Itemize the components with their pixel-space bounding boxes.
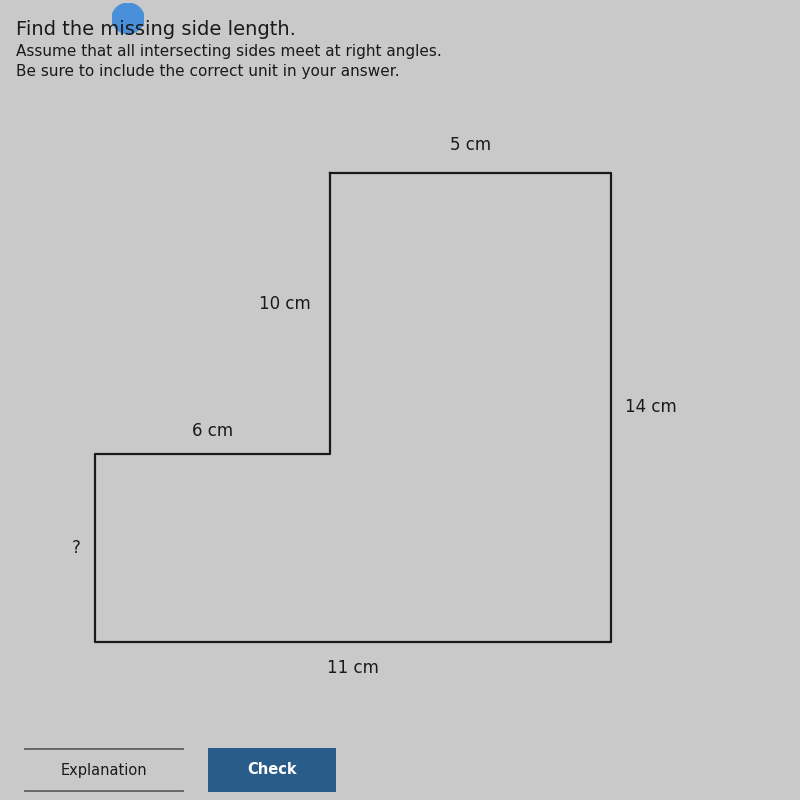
Text: 11 cm: 11 cm — [327, 658, 379, 677]
Circle shape — [112, 3, 144, 34]
Text: 14 cm: 14 cm — [626, 398, 677, 417]
Text: ?: ? — [72, 539, 81, 558]
Text: Check: Check — [247, 762, 297, 778]
Text: Assume that all intersecting sides meet at right angles.: Assume that all intersecting sides meet … — [16, 44, 442, 59]
Text: 10 cm: 10 cm — [259, 295, 311, 314]
Text: 5 cm: 5 cm — [450, 136, 491, 154]
Text: Be sure to include the correct unit in your answer.: Be sure to include the correct unit in y… — [16, 64, 400, 79]
Text: 6 cm: 6 cm — [192, 422, 233, 440]
FancyBboxPatch shape — [200, 749, 344, 791]
FancyBboxPatch shape — [14, 749, 194, 791]
Text: Find the missing side length.: Find the missing side length. — [16, 20, 296, 39]
Text: Explanation: Explanation — [61, 762, 147, 778]
